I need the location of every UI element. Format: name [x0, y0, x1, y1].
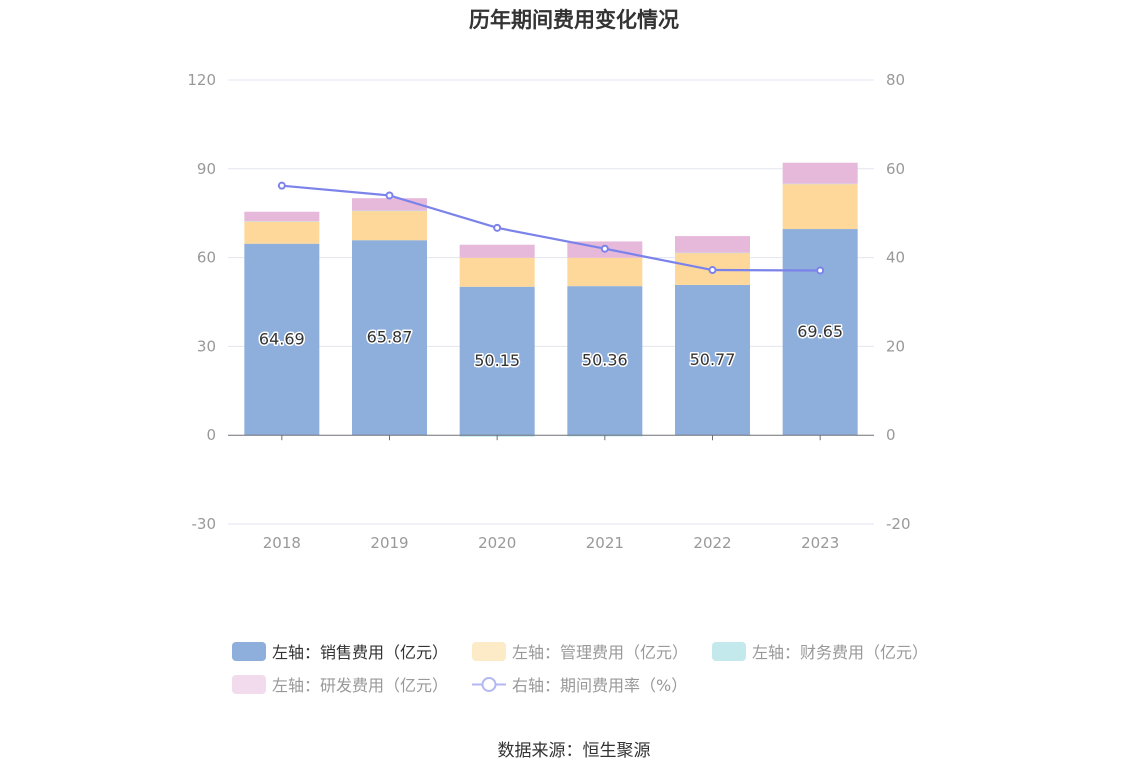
left-axis-ticks: 120 90 60 30 0 -30	[187, 71, 216, 533]
data-label: 50.77	[690, 350, 736, 369]
legend-label-finance: 左轴：财务费用（亿元）	[752, 643, 929, 662]
legend-label-rate: 右轴：期间费用率（%）	[512, 676, 688, 695]
bar-2018-series-3	[244, 211, 320, 222]
category-label: 2019	[370, 534, 408, 552]
bar-2021-series-0	[567, 286, 643, 436]
data-label: 50.15	[474, 351, 520, 370]
rate-point	[708, 266, 717, 275]
legend-item-finance[interactable]: 左轴：财务费用（亿元）	[712, 639, 928, 663]
legend-swatch-sales	[232, 641, 266, 661]
data-label: 65.87	[367, 328, 413, 347]
left-tick-label: 0	[206, 426, 216, 444]
rate-point	[277, 181, 286, 190]
left-tick-label: -30	[192, 515, 217, 533]
bar-2019-series-2	[352, 210, 427, 212]
rate-line-path	[281, 184, 821, 272]
right-tick-label: 0	[886, 426, 896, 444]
category-labels: 2018 2019 2020 2021 2022 2023	[263, 534, 840, 552]
category-label: 2023	[801, 534, 839, 552]
rate-point	[816, 266, 825, 275]
rate-point	[600, 244, 609, 253]
category-label: 2021	[586, 534, 624, 552]
grid-lines	[228, 79, 874, 525]
bar-2020-series-0	[459, 286, 535, 436]
right-axis-ticks: 80 60 40 20 0 -20	[886, 71, 911, 533]
legend-row-1: 左轴：销售费用（亿元） 左轴：管理费用（亿元） 左轴：财务费用（亿元）	[232, 638, 932, 664]
category-label: 2018	[263, 534, 301, 552]
legend-item-admin[interactable]: 左轴：管理费用（亿元）	[472, 639, 688, 663]
bar-2018-series-2	[244, 221, 320, 222]
legend-label-rnd: 左轴：研发费用（亿元）	[272, 676, 449, 695]
data-label: 50.36	[582, 351, 628, 370]
legend-item-sales[interactable]: 左轴：销售费用（亿元）	[232, 639, 448, 663]
bars	[244, 162, 858, 437]
left-tick-label: 90	[197, 160, 216, 178]
bar-2023-series-3	[782, 162, 858, 184]
bar-2018-series-0	[244, 243, 320, 436]
data-label: 64.69	[259, 329, 305, 348]
bar-2019-series-1	[352, 210, 427, 241]
left-tick-label: 60	[197, 249, 216, 267]
right-tick-label: 20	[886, 337, 905, 355]
bar-2023-series-2	[782, 183, 858, 185]
left-tick-label: 30	[197, 337, 216, 355]
bar-2022-series-3	[675, 236, 750, 253]
bar-2023-series-1	[782, 184, 858, 230]
legend-line-icon	[472, 676, 507, 692]
legend-swatch-admin	[472, 641, 507, 661]
right-tick-label: 80	[886, 71, 905, 89]
legend-label-sales: 左轴：销售费用（亿元）	[272, 643, 449, 662]
bar-2020-series-1	[459, 257, 535, 287]
bar-2022-series-0	[675, 284, 750, 436]
rate-point	[493, 223, 502, 232]
bar-2019-series-0	[352, 240, 427, 436]
data-label: 69.65	[797, 322, 843, 341]
right-tick-label: -20	[886, 515, 911, 533]
bar-2023-series-0	[782, 229, 858, 436]
data-labels: 64.69 65.87 50.15 50.36 50.77 69.65	[257, 321, 844, 372]
legend-item-rnd[interactable]: 左轴：研发费用（亿元）	[232, 672, 448, 696]
legend: 左轴：销售费用（亿元） 左轴：管理费用（亿元） 左轴：财务费用（亿元） 左轴：研…	[232, 638, 932, 704]
rate-point	[385, 191, 394, 200]
right-tick-label: 60	[886, 160, 905, 178]
category-label: 2020	[478, 534, 516, 552]
legend-row-2: 左轴：研发费用（亿元） 右轴：期间费用率（%）	[232, 671, 932, 697]
legend-swatch-finance	[712, 641, 747, 661]
source-note: 数据来源：恒生聚源	[497, 741, 651, 761]
category-label: 2022	[693, 534, 731, 552]
bar-2020-series-3	[459, 244, 535, 258]
bar-2022-series-2	[675, 252, 750, 254]
chart-title: 历年期间费用变化情况	[469, 8, 679, 32]
bar-2021-series-1	[567, 257, 643, 287]
x-axis	[228, 434, 874, 441]
right-tick-label: 40	[886, 249, 905, 267]
legend-label-admin: 左轴：管理费用（亿元）	[512, 643, 689, 662]
rate-line	[277, 181, 825, 275]
legend-swatch-rnd	[232, 674, 266, 694]
left-tick-label: 120	[187, 71, 216, 89]
bar-2018-series-1	[244, 221, 320, 244]
legend-item-rate[interactable]: 右轴：期间费用率（%）	[472, 672, 687, 696]
